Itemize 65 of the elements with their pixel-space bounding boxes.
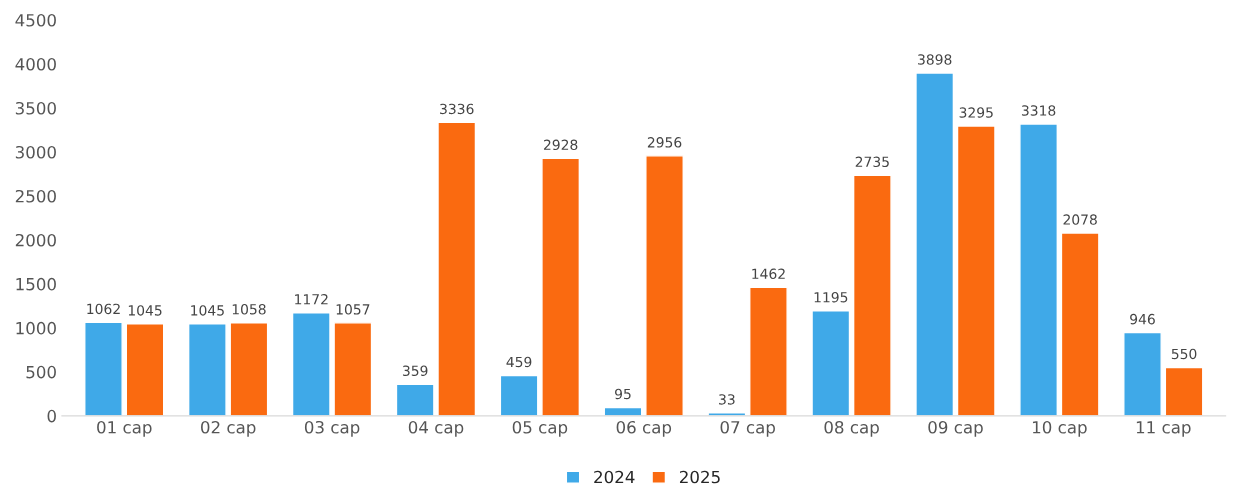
legend-label: 2025 [679, 470, 720, 484]
bar [499, 374, 539, 416]
bar [811, 310, 851, 416]
x-tick-label: 09 cap [928, 420, 983, 437]
bar [956, 125, 996, 416]
data-label: 3318 [1021, 105, 1056, 116]
bar [1164, 366, 1204, 416]
x-tick-label: 06 cap [616, 420, 672, 437]
data-label: 3295 [959, 107, 993, 118]
bar [1123, 331, 1162, 416]
bar [1019, 123, 1058, 416]
bar [229, 322, 269, 416]
data-label: 2078 [1063, 214, 1097, 225]
data-label: 3898 [918, 54, 952, 65]
bar [333, 322, 373, 416]
data-label: 550 [1171, 348, 1197, 360]
data-label: 1045 [128, 305, 162, 316]
x-tick-label: 07 cap [720, 420, 775, 437]
bar [125, 323, 165, 416]
data-label: 1172 [295, 294, 328, 305]
y-tick-label: 3500 [15, 101, 56, 115]
y-tick-label: 2000 [15, 233, 56, 247]
bar [84, 321, 123, 416]
data-label: 1195 [814, 291, 848, 303]
bar [541, 157, 581, 416]
y-tick-label: 1000 [16, 321, 56, 335]
y-tick-label: 1500 [16, 277, 56, 291]
bar [291, 312, 331, 416]
data-label: 1045 [191, 305, 224, 316]
bar [645, 155, 684, 416]
data-label: 1462 [752, 268, 785, 279]
bar [187, 323, 227, 416]
data-label: 33 [719, 394, 735, 405]
data-label: 1057 [336, 304, 370, 315]
legend-label: 2024 [594, 470, 635, 484]
x-tick-label: 08 cap [824, 420, 879, 437]
y-tick-label: 4500 [15, 14, 56, 27]
y-tick-label: 2500 [15, 189, 56, 203]
x-tick-label: 04 cap [408, 420, 464, 437]
x-tick-label: 01 cap [97, 420, 152, 437]
bar [1060, 232, 1100, 416]
bar [852, 174, 892, 416]
data-label: 2928 [543, 139, 578, 151]
data-label: 2956 [647, 137, 682, 148]
bar [437, 121, 477, 416]
data-label: 3336 [440, 103, 474, 115]
data-label: 1062 [87, 303, 120, 315]
y-tick-label: 4000 [15, 57, 56, 71]
data-label: 946 [1130, 313, 1155, 325]
data-label: 95 [615, 388, 631, 400]
x-tick-label: 05 cap [512, 420, 568, 437]
data-label: 459 [506, 356, 532, 368]
x-tick-label: 02 cap [201, 420, 256, 437]
bar [749, 286, 788, 416]
x-tick-label: 10 cap [1032, 420, 1087, 437]
y-tick-label: 500 [26, 365, 56, 379]
y-tick-label: 3000 [15, 145, 56, 159]
y-tick-label: 0 [47, 409, 56, 423]
x-tick-label: 03 cap [304, 420, 360, 437]
bar [395, 383, 435, 416]
data-label: 1058 [232, 304, 266, 315]
bar [915, 72, 955, 416]
x-tick-label: 11 cap [1136, 421, 1191, 437]
data-label: 2735 [855, 156, 889, 168]
data-label: 359 [402, 365, 428, 377]
